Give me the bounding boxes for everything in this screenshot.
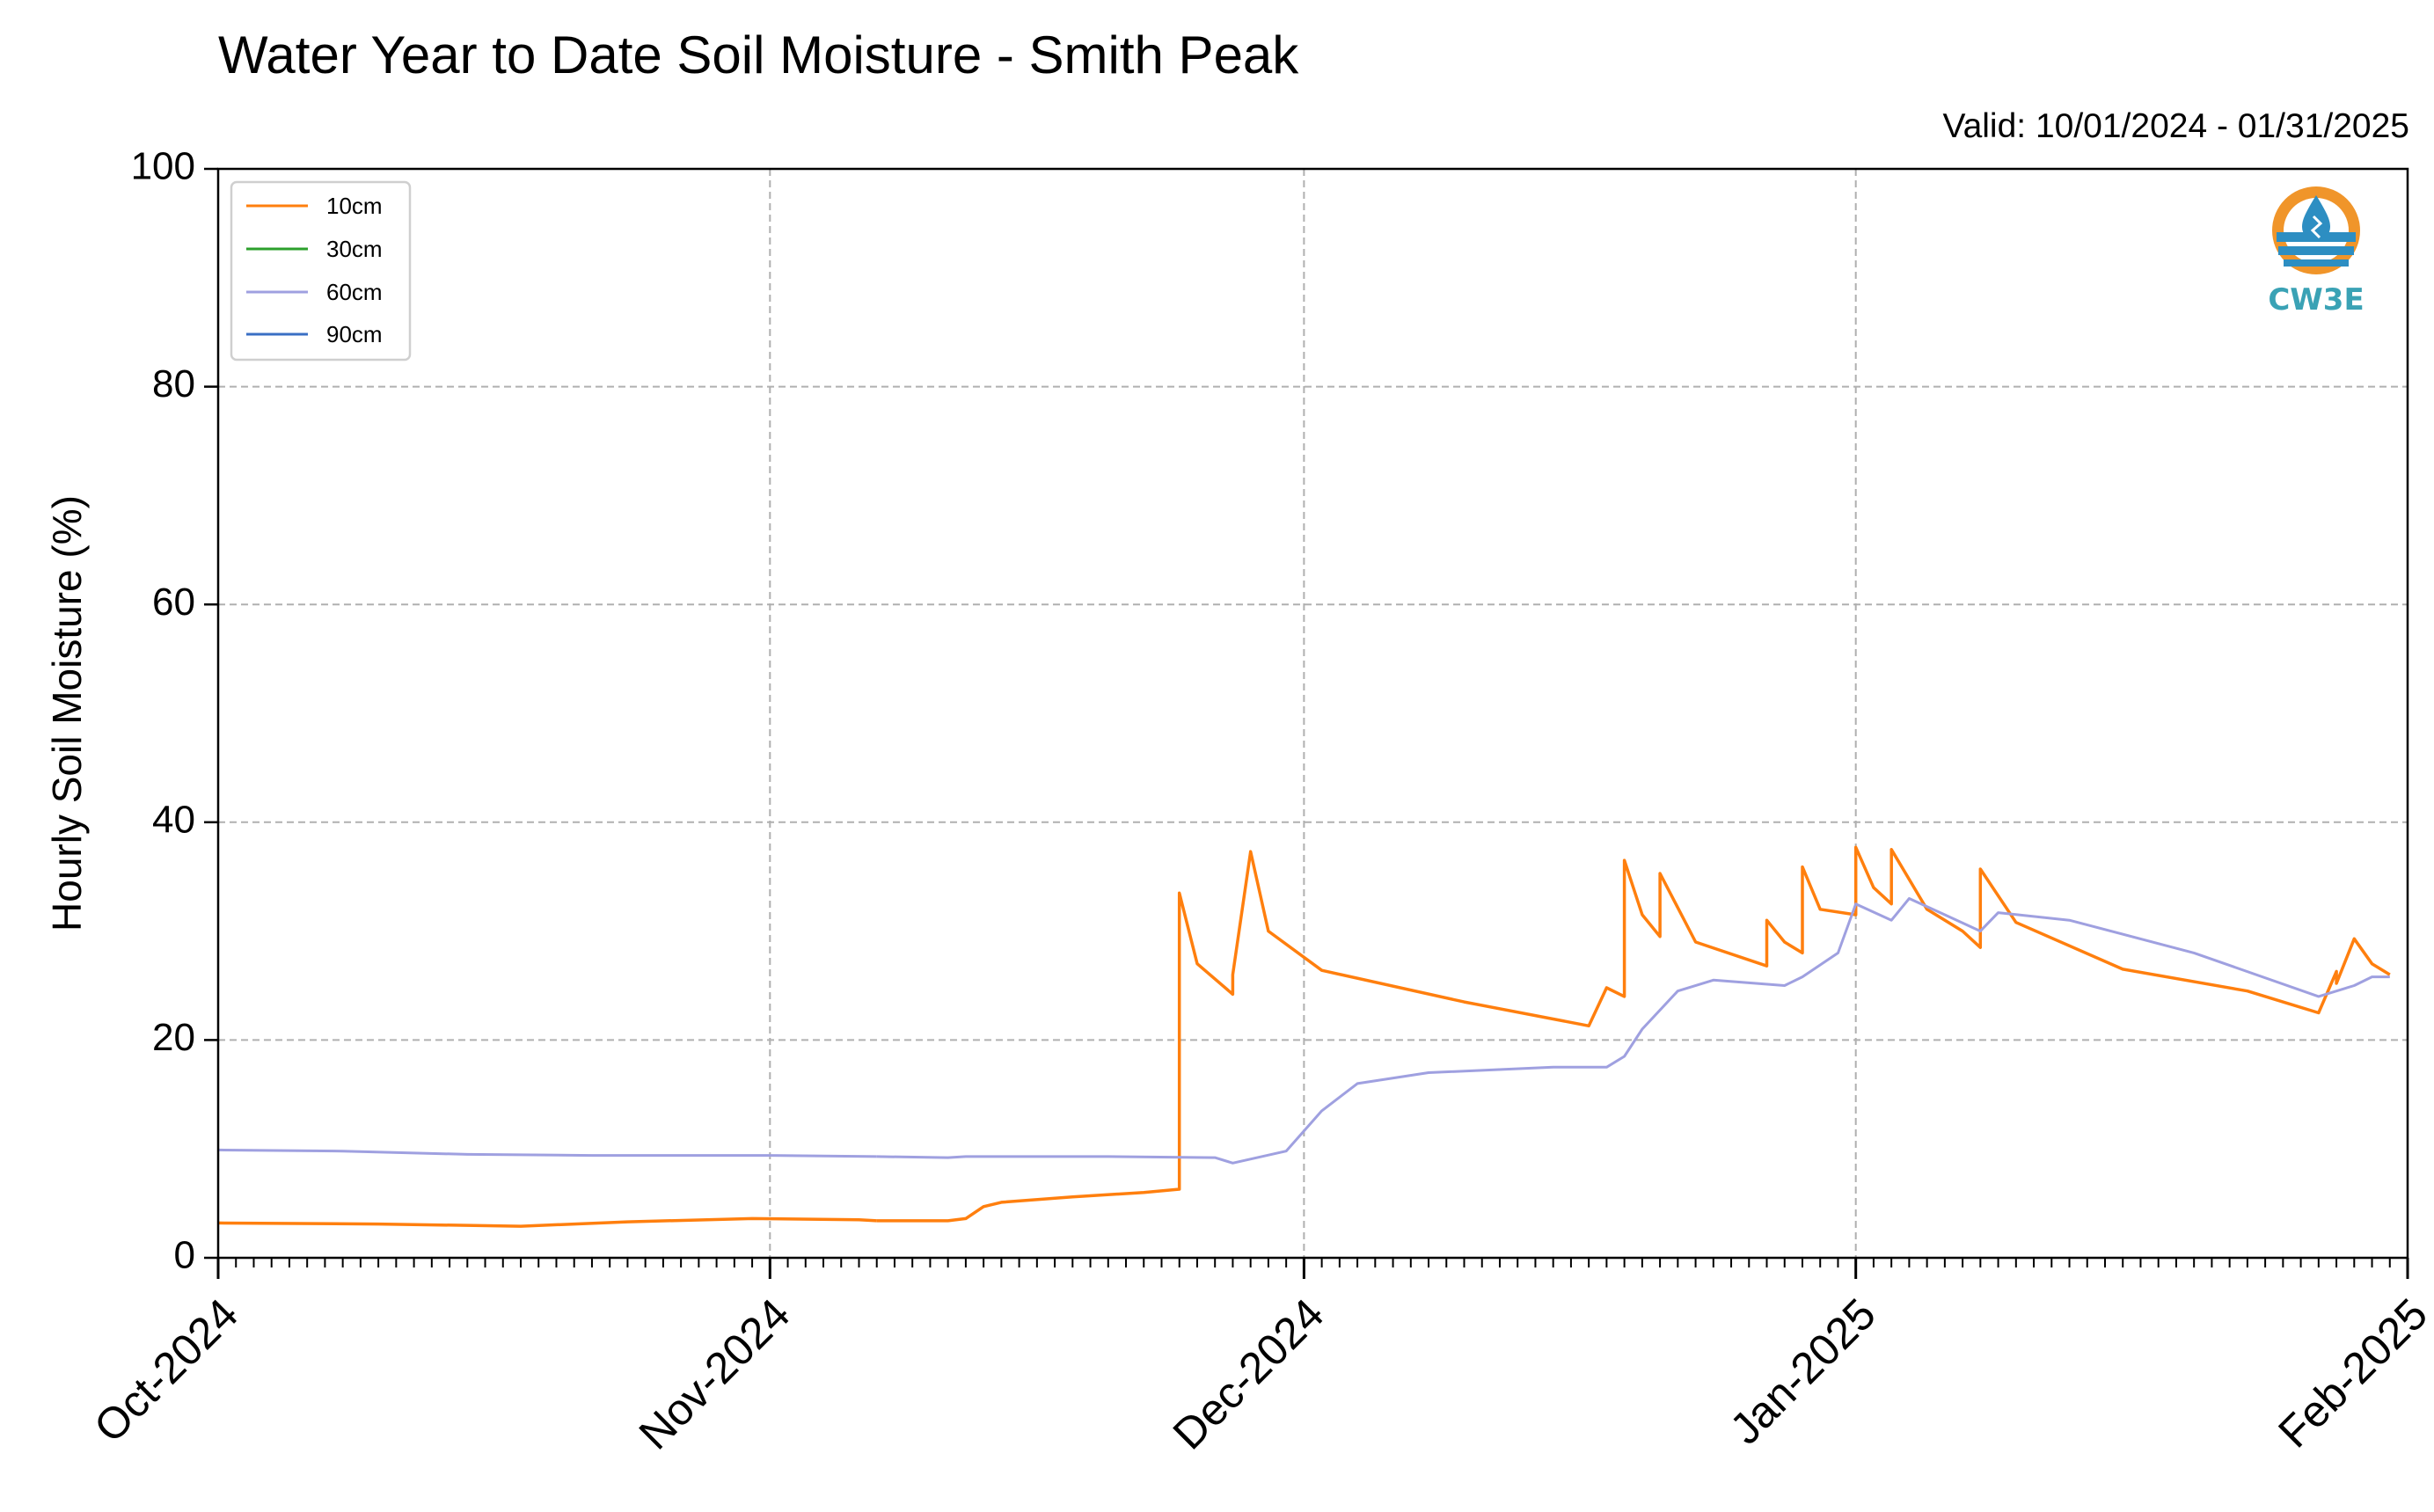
- tick-layer: 0 20 40 60 80 100 Oct-2024 Nov-2024 Dec-2024 Jan-…: [84, 145, 2434, 1459]
- series-line-60cm: [217, 1148, 877, 1158]
- plot-frame: [216, 167, 2409, 1260]
- x-tick-label: Jan-2025: [1721, 1289, 1885, 1454]
- y-tick-label: 100: [131, 145, 195, 188]
- y-tick-label: 60: [152, 581, 195, 624]
- logo-wave-band-2: [2278, 246, 2354, 255]
- y-tick-label: 0: [174, 1234, 195, 1277]
- legend-label-90cm: 90cm: [326, 321, 383, 347]
- y-tick-label: 20: [152, 1016, 195, 1059]
- logo-drop-highlight: [2310, 215, 2323, 239]
- legend-label-30cm: 30cm: [326, 236, 383, 262]
- x-tick-label: Dec-2024: [1164, 1289, 1334, 1459]
- series-line-60cm: [876, 897, 2390, 1165]
- y-axis-label: Hourly Soil Moisture (%): [44, 495, 90, 931]
- legend-box: [230, 180, 412, 362]
- logo-text: CW3E: [2268, 282, 2364, 318]
- legend-label-10cm: 10cm: [326, 193, 383, 219]
- valid-date-range: Valid: 10/01/2024 - 01/31/2025: [1942, 107, 2409, 145]
- legend: 10cm 30cm 60cm 90cm: [230, 180, 412, 362]
- series-line-10cm: [876, 845, 2391, 1223]
- legend-label-60cm: 60cm: [326, 279, 383, 305]
- y-tick-label: 80: [152, 362, 195, 405]
- x-tick-label: Oct-2024: [84, 1289, 247, 1452]
- series-line-10cm: [217, 1216, 877, 1228]
- chart-title: Water Year to Date Soil Moisture - Smith…: [218, 26, 1299, 84]
- cw3e-logo: CW3E: [2268, 186, 2365, 318]
- logo-wave-band-3: [2284, 259, 2349, 267]
- x-tick-label: Nov-2024: [630, 1289, 800, 1459]
- grid-layer: [218, 169, 2408, 1258]
- y-tick-label: 40: [152, 798, 195, 841]
- series-layer: [217, 845, 2391, 1228]
- y-axis-label-group: Hourly Soil Moisture (%): [44, 495, 90, 931]
- x-tick-label: Feb-2025: [2269, 1289, 2434, 1457]
